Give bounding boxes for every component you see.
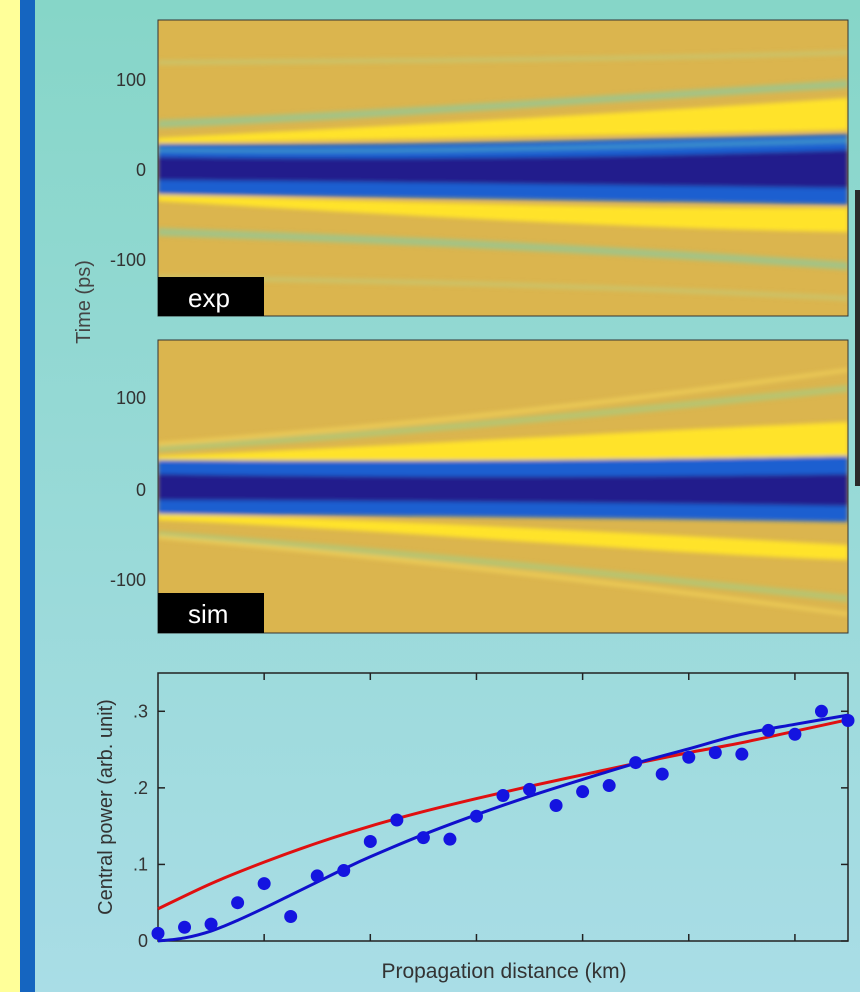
heatmap-y-axis-label: Time (ps) xyxy=(73,260,95,344)
data-point xyxy=(629,756,643,770)
data-point xyxy=(602,779,616,793)
tag-exp: exp xyxy=(188,283,230,313)
left-yellow-strip xyxy=(0,0,20,992)
colorbar-edge xyxy=(855,190,860,486)
data-point xyxy=(310,869,324,883)
blue-series-line xyxy=(157,713,849,943)
left-blue-bar xyxy=(20,0,35,992)
data-point xyxy=(708,746,722,760)
y-tick-label: 0 xyxy=(136,480,146,500)
data-point xyxy=(496,789,510,803)
data-point xyxy=(735,747,749,761)
data-point xyxy=(443,832,457,846)
ripple-band xyxy=(158,275,848,301)
lower-lobe xyxy=(158,514,848,560)
data-point xyxy=(151,926,165,940)
heatmap-frame xyxy=(157,339,849,634)
upper-lobe xyxy=(158,422,848,461)
data-point xyxy=(469,809,483,823)
data-point xyxy=(363,834,377,848)
y-tick-label: 100 xyxy=(116,70,146,90)
y-tick-label: -100 xyxy=(110,570,146,590)
chart-x-axis-label: Propagation distance (km) xyxy=(381,960,626,983)
line-chart: 0 .1 .2 .3 xyxy=(133,672,855,951)
y-tick-label: 0 xyxy=(138,931,148,951)
data-point xyxy=(576,785,590,799)
ripple-band xyxy=(158,531,848,602)
data-point xyxy=(761,723,775,737)
data-point xyxy=(178,920,192,934)
data-point xyxy=(841,713,855,727)
data-point xyxy=(390,813,404,827)
ripple-band xyxy=(158,80,848,128)
data-point xyxy=(231,896,245,910)
ripple-band xyxy=(158,228,848,270)
pulse-edge xyxy=(158,138,848,153)
heatmap-exp xyxy=(158,20,848,316)
heatmap-texture xyxy=(158,368,848,616)
heatmap-texture xyxy=(158,50,848,301)
y-tick-label: -100 xyxy=(110,250,146,270)
y-tick-label: 0 xyxy=(136,160,146,180)
data-point xyxy=(523,782,537,796)
tag-sim: sim xyxy=(188,599,228,629)
chart-y-axis-label: Central power (arb. unit) xyxy=(95,699,117,915)
data-point xyxy=(682,750,696,764)
data-point xyxy=(814,704,828,718)
heatmap-frame xyxy=(157,19,849,317)
ripple-band xyxy=(158,368,848,446)
y-tick-label: 100 xyxy=(116,388,146,408)
heatmap-sim xyxy=(158,340,848,633)
y-tick-label: .3 xyxy=(133,701,148,721)
ripple-band xyxy=(158,385,848,452)
data-point xyxy=(655,767,669,781)
y-tick-label: .1 xyxy=(133,854,148,874)
data-point xyxy=(788,727,802,741)
lower-lobe xyxy=(158,195,848,232)
tag-box xyxy=(158,277,264,316)
data-point xyxy=(549,798,563,812)
pulse-core xyxy=(158,474,848,506)
data-point xyxy=(416,831,430,845)
data-point xyxy=(284,909,298,923)
data-point xyxy=(257,877,271,891)
y-tick-label: .2 xyxy=(133,778,148,798)
plot-frame xyxy=(157,672,849,942)
tag-box xyxy=(158,593,264,633)
pulse-core xyxy=(158,150,848,188)
data-point xyxy=(337,864,351,878)
ripple-band xyxy=(158,50,848,65)
upper-lobe xyxy=(158,98,848,143)
data-point xyxy=(204,917,218,931)
ripple-band xyxy=(158,535,848,616)
